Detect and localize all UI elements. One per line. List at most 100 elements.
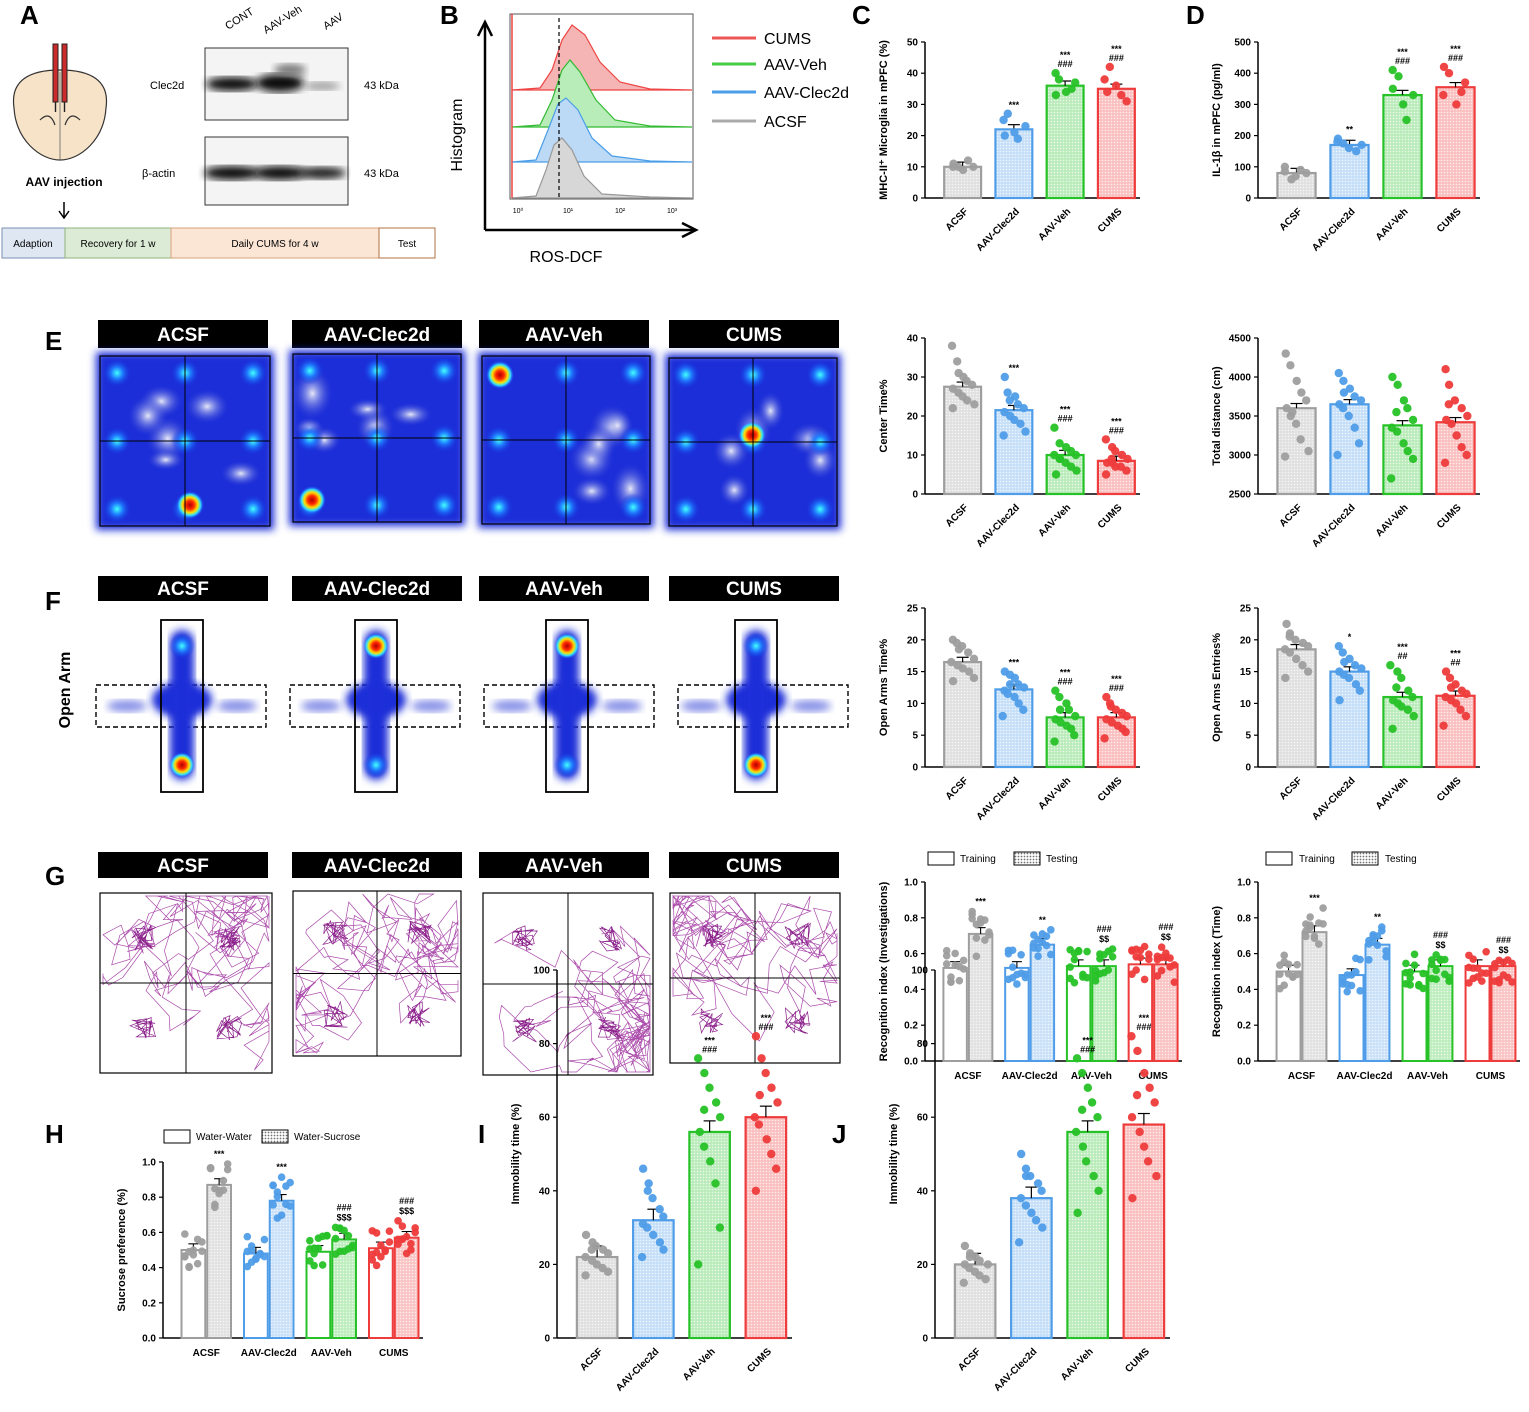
- data-point: [1482, 947, 1490, 956]
- data-point: [1351, 680, 1361, 689]
- data-point: [1457, 87, 1466, 97]
- data-point: [1399, 439, 1408, 448]
- data-point: [223, 1165, 232, 1174]
- heatmap-low: [147, 449, 184, 471]
- data-point: [999, 431, 1008, 440]
- significance-mark: ***: [1397, 47, 1408, 57]
- data-point: [1339, 376, 1348, 386]
- data-point: [1357, 140, 1366, 150]
- data-point: [344, 1232, 353, 1240]
- bar-texture: [689, 1131, 730, 1338]
- data-point: [206, 1164, 215, 1172]
- significance-mark: *: [1348, 632, 1352, 642]
- data-point: [1108, 953, 1117, 961]
- data-point: [1301, 396, 1311, 405]
- data-point: [965, 1252, 975, 1262]
- data-point: [1103, 87, 1112, 97]
- data-point: [1343, 987, 1352, 996]
- data-point: [1446, 683, 1456, 692]
- data-point: [1291, 419, 1301, 428]
- data-point: [761, 1068, 770, 1078]
- category-label: ACSF: [956, 1346, 983, 1373]
- data-point: [1462, 689, 1471, 699]
- data-point: [954, 368, 963, 378]
- y-tick-label: 5: [912, 731, 918, 742]
- category-label: AAV-Clec2d: [241, 1348, 297, 1359]
- significance-mark: ###: [1433, 930, 1448, 940]
- data-point: [643, 1186, 652, 1196]
- y-tick-label: 100: [1234, 162, 1251, 173]
- heatmap-spot: [484, 493, 513, 522]
- data-point: [983, 1260, 993, 1269]
- data-point: [1304, 446, 1313, 456]
- y-axis-label: Recognition index (Time): [1211, 906, 1223, 1038]
- group-title: AAV-Veh: [525, 325, 603, 346]
- data-point: [1288, 407, 1297, 417]
- y-axis-label: IL-1β in mPFC (pg/ml): [1211, 63, 1223, 177]
- data-point: [1019, 404, 1028, 413]
- data-point: [1153, 972, 1162, 980]
- data-point: [1298, 661, 1307, 670]
- data-point: [1392, 427, 1402, 436]
- tick-label: 10²: [615, 208, 626, 215]
- data-point: [1280, 167, 1290, 176]
- y-tick-label: 400: [1234, 69, 1251, 80]
- data-point: [1017, 951, 1025, 959]
- heatmap-low: [128, 395, 168, 436]
- data-point: [1004, 949, 1013, 958]
- y-tick-label: 0: [1245, 763, 1251, 774]
- data-point: [385, 1227, 394, 1235]
- y-tick-label: 1.0: [142, 1158, 156, 1169]
- category-label: ACSF: [944, 502, 971, 529]
- data-point: [659, 1245, 668, 1254]
- y-tick-label: 0: [1245, 194, 1251, 205]
- category-label: AAV-Veh: [1059, 1346, 1096, 1383]
- data-point: [1091, 966, 1100, 975]
- data-point: [282, 1182, 290, 1191]
- lane-label: AAV: [321, 11, 346, 33]
- data-point: [699, 1105, 709, 1115]
- data-point: [1096, 954, 1104, 963]
- significance-mark: **: [1039, 915, 1047, 925]
- data-point: [1456, 705, 1465, 714]
- data-point: [1355, 686, 1365, 695]
- category-label: AAV-Veh: [1407, 1071, 1448, 1082]
- data-point: [1343, 980, 1352, 989]
- bar-texture: [1428, 966, 1453, 1061]
- y-tick-label: 0.2: [904, 1021, 918, 1032]
- open-arm-density: [744, 630, 768, 780]
- data-point: [1021, 122, 1030, 131]
- data-point: [1013, 134, 1023, 143]
- chart-E1: 0 10 20 30 40 Center Time% ACSF *** AAV-Clec2d ##…: [878, 334, 1140, 550]
- data-point: [1073, 1208, 1082, 1218]
- category-label: CUMS: [1435, 775, 1464, 804]
- data-point: [1447, 419, 1456, 428]
- bar-texture: [1491, 966, 1516, 1061]
- data-point: [1133, 1046, 1142, 1056]
- blot-name: β-actin: [142, 168, 175, 180]
- bar-texture: [394, 1237, 419, 1338]
- data-point: [1038, 1223, 1047, 1232]
- y-tick-label: 30: [907, 100, 919, 111]
- legend-entry: Water-Water: [196, 1132, 253, 1143]
- significance-mark: ###: [1058, 414, 1073, 424]
- y-tick-label: 50: [907, 38, 919, 49]
- data-point: [1055, 439, 1064, 448]
- data-point: [705, 1083, 714, 1092]
- y-tick-label: 0.8: [142, 1193, 156, 1204]
- data-point: [1441, 365, 1450, 374]
- significance-mark: ***: [1309, 893, 1320, 903]
- data-point: [1122, 97, 1131, 106]
- data-point: [314, 1244, 323, 1253]
- category-label: AAV-Veh: [1071, 1071, 1112, 1082]
- data-point: [1356, 987, 1364, 995]
- heatmap-low: [389, 403, 433, 426]
- y-tick-label: 10: [907, 699, 919, 710]
- data-point: [981, 936, 989, 944]
- panel-a: AAV injection CONT AAV-Veh AAV Clec2d 43…: [1, 3, 436, 259]
- category-label: ACSF: [1278, 775, 1305, 802]
- blot-name: Clec2d: [150, 80, 184, 92]
- heatmap-spot: [619, 493, 648, 522]
- data-point: [193, 1235, 202, 1244]
